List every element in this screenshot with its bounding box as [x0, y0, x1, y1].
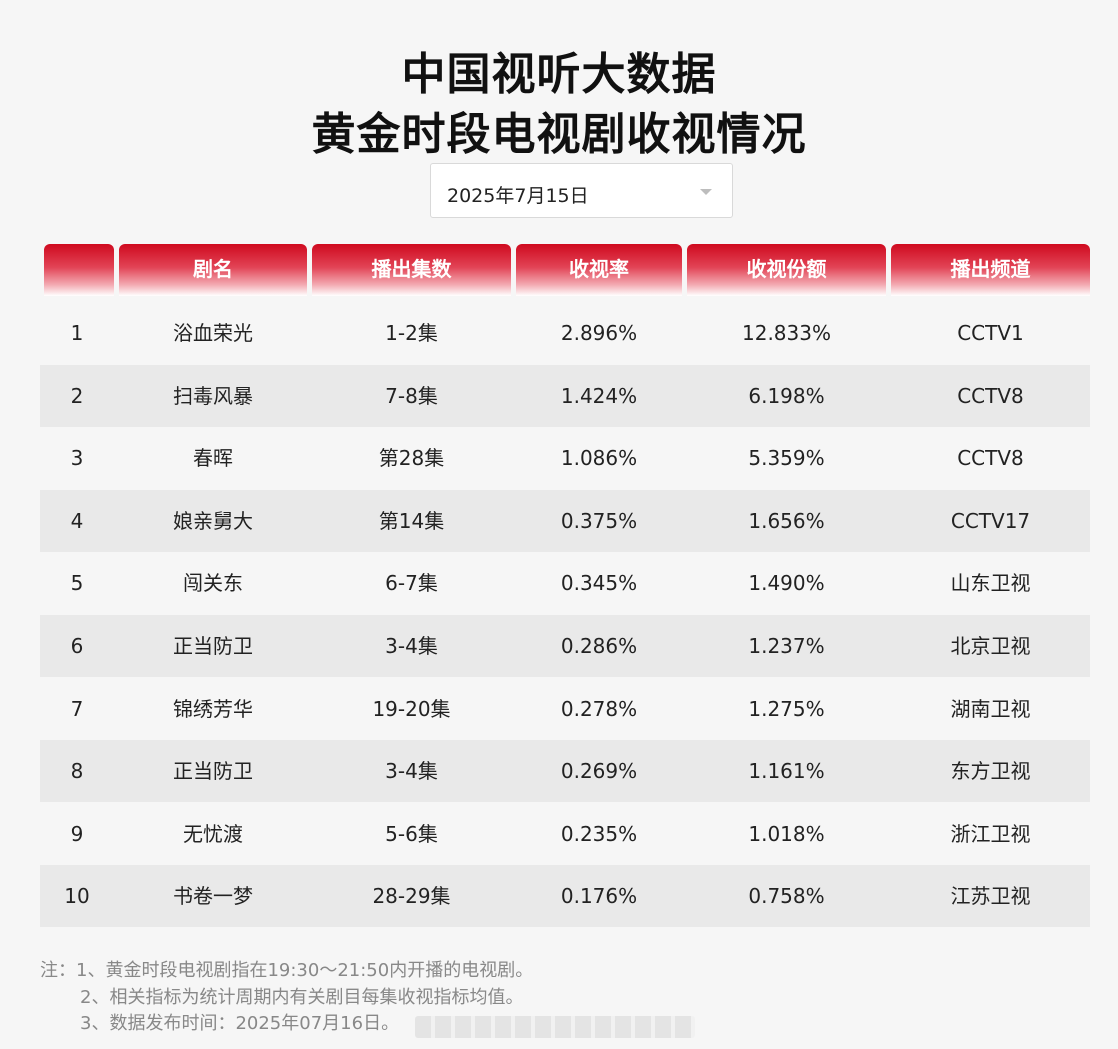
- cell-share: 1.237%: [687, 615, 886, 677]
- cell-channel: 湖南卫视: [891, 678, 1090, 740]
- cell-name: 正当防卫: [119, 615, 307, 677]
- watermark: [415, 1016, 695, 1038]
- header-episodes: 播出集数: [312, 244, 511, 296]
- header-name: 剧名: [119, 244, 307, 296]
- cell-rank: 2: [40, 365, 114, 427]
- cell-name: 娘亲舅大: [119, 490, 307, 552]
- cell-name: 无忧渡: [119, 803, 307, 865]
- header-rank: [44, 244, 114, 296]
- cell-episodes: 第28集: [312, 427, 511, 489]
- cell-rank: 4: [40, 490, 114, 552]
- cell-share: 1.161%: [687, 740, 886, 802]
- cell-episodes: 1-2集: [312, 302, 511, 364]
- cell-rating: 0.235%: [516, 803, 682, 865]
- cell-rank: 9: [40, 803, 114, 865]
- cell-rank: 7: [40, 678, 114, 740]
- cell-episodes: 第14集: [312, 490, 511, 552]
- cell-channel: 北京卫视: [891, 615, 1090, 677]
- table-row: 2 扫毒风暴 7-8集 1.424% 6.198% CCTV8: [40, 365, 1090, 427]
- cell-rating: 1.086%: [516, 427, 682, 489]
- table-row: 7 锦绣芳华 19-20集 0.278% 1.275% 湖南卫视: [40, 678, 1090, 740]
- cell-channel: 东方卫视: [891, 740, 1090, 802]
- table-row: 4 娘亲舅大 第14集 0.375% 1.656% CCTV17: [40, 490, 1090, 552]
- cell-episodes: 7-8集: [312, 365, 511, 427]
- cell-share: 1.018%: [687, 803, 886, 865]
- cell-rating: 1.424%: [516, 365, 682, 427]
- cell-channel: 山东卫视: [891, 552, 1090, 614]
- cell-rank: 8: [40, 740, 114, 802]
- cell-rating: 0.269%: [516, 740, 682, 802]
- cell-rank: 3: [40, 427, 114, 489]
- header-channel: 播出频道: [891, 244, 1090, 296]
- cell-rating: 0.345%: [516, 552, 682, 614]
- cell-rank: 10: [40, 865, 114, 927]
- header-rating: 收视率: [516, 244, 682, 296]
- cell-name: 浴血荣光: [119, 302, 307, 364]
- cell-channel: CCTV8: [891, 427, 1090, 489]
- cell-share: 1.490%: [687, 552, 886, 614]
- cell-episodes: 28-29集: [312, 865, 511, 927]
- cell-name: 闯关东: [119, 552, 307, 614]
- cell-name: 锦绣芳华: [119, 678, 307, 740]
- cell-name: 扫毒风暴: [119, 365, 307, 427]
- cell-share: 1.656%: [687, 490, 886, 552]
- header-share: 收视份额: [687, 244, 886, 296]
- cell-rating: 2.896%: [516, 302, 682, 364]
- cell-rank: 6: [40, 615, 114, 677]
- table-row: 6 正当防卫 3-4集 0.286% 1.237% 北京卫视: [40, 615, 1090, 677]
- cell-rating: 0.375%: [516, 490, 682, 552]
- cell-episodes: 3-4集: [312, 615, 511, 677]
- cell-episodes: 6-7集: [312, 552, 511, 614]
- cell-channel: 江苏卫视: [891, 865, 1090, 927]
- page-subtitle: 黄金时段电视剧收视情况: [0, 98, 1118, 162]
- date-dropdown[interactable]: 2025年7月15日: [430, 163, 733, 218]
- cell-channel: 浙江卫视: [891, 803, 1090, 865]
- cell-channel: CCTV1: [891, 302, 1090, 364]
- cell-rating: 0.176%: [516, 865, 682, 927]
- note-2: 2、相关指标为统计周期内有关剧目每集收视指标均值。: [80, 983, 523, 1009]
- cell-channel: CCTV8: [891, 365, 1090, 427]
- table-row: 1 浴血荣光 1-2集 2.896% 12.833% CCTV1: [40, 302, 1090, 364]
- cell-channel: CCTV17: [891, 490, 1090, 552]
- cell-rank: 5: [40, 552, 114, 614]
- table-row: 10 书卷一梦 28-29集 0.176% 0.758% 江苏卫视: [40, 865, 1090, 927]
- cell-name: 春晖: [119, 427, 307, 489]
- cell-episodes: 5-6集: [312, 803, 511, 865]
- table-row: 8 正当防卫 3-4集 0.269% 1.161% 东方卫视: [40, 740, 1090, 802]
- note-3: 3、数据发布时间：2025年07月16日。: [80, 1009, 399, 1035]
- cell-episodes: 3-4集: [312, 740, 511, 802]
- chevron-down-icon: [700, 189, 712, 195]
- cell-episodes: 19-20集: [312, 678, 511, 740]
- cell-name: 书卷一梦: [119, 865, 307, 927]
- cell-share: 12.833%: [687, 302, 886, 364]
- note-1: 注：1、黄金时段电视剧指在19:30～21:50内开播的电视剧。: [40, 956, 533, 982]
- table-row: 5 闯关东 6-7集 0.345% 1.490% 山东卫视: [40, 552, 1090, 614]
- date-dropdown-value: 2025年7月15日: [447, 181, 589, 208]
- cell-share: 1.275%: [687, 678, 886, 740]
- page-title: 中国视听大数据: [0, 38, 1118, 102]
- table-row: 9 无忧渡 5-6集 0.235% 1.018% 浙江卫视: [40, 803, 1090, 865]
- cell-rank: 1: [40, 302, 114, 364]
- cell-share: 6.198%: [687, 365, 886, 427]
- cell-rating: 0.286%: [516, 615, 682, 677]
- table-row: 3 春晖 第28集 1.086% 5.359% CCTV8: [40, 427, 1090, 489]
- cell-share: 0.758%: [687, 865, 886, 927]
- cell-rating: 0.278%: [516, 678, 682, 740]
- cell-share: 5.359%: [687, 427, 886, 489]
- cell-name: 正当防卫: [119, 740, 307, 802]
